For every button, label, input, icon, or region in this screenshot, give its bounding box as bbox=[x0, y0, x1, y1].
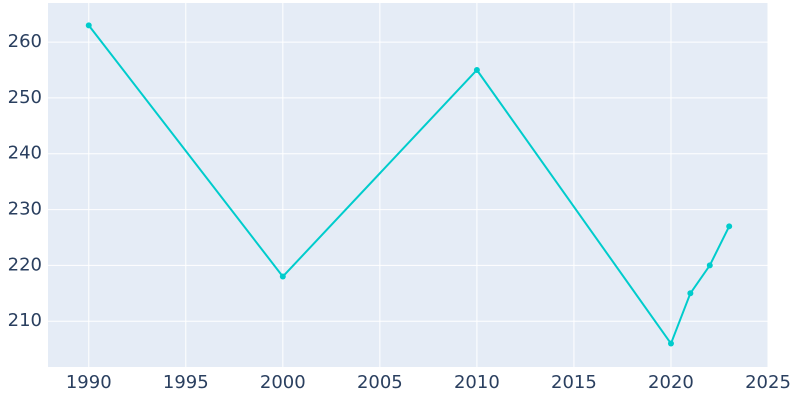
y-tick-label: 260 bbox=[8, 31, 42, 52]
x-tick-label: 2025 bbox=[745, 372, 791, 393]
x-tick-label: 1990 bbox=[66, 372, 112, 393]
x-tick-label: 2010 bbox=[454, 372, 500, 393]
x-tick-label: 2005 bbox=[357, 372, 403, 393]
x-tick-label: 2020 bbox=[648, 372, 694, 393]
x-tick-label: 2015 bbox=[551, 372, 597, 393]
point bbox=[726, 223, 733, 230]
y-tick-label: 240 bbox=[8, 143, 42, 164]
plot-area bbox=[48, 3, 768, 367]
y-tick-label: 230 bbox=[8, 199, 42, 220]
x-tick-label: 1995 bbox=[163, 372, 209, 393]
y-tick-label: 220 bbox=[8, 254, 42, 275]
point bbox=[706, 262, 713, 269]
y-tick-label: 210 bbox=[8, 310, 42, 331]
point bbox=[473, 66, 480, 73]
point bbox=[687, 290, 694, 297]
point bbox=[279, 273, 286, 280]
y-tick-label: 250 bbox=[8, 87, 42, 108]
point bbox=[667, 340, 674, 347]
x-tick-label: 2000 bbox=[260, 372, 306, 393]
point bbox=[85, 22, 92, 29]
